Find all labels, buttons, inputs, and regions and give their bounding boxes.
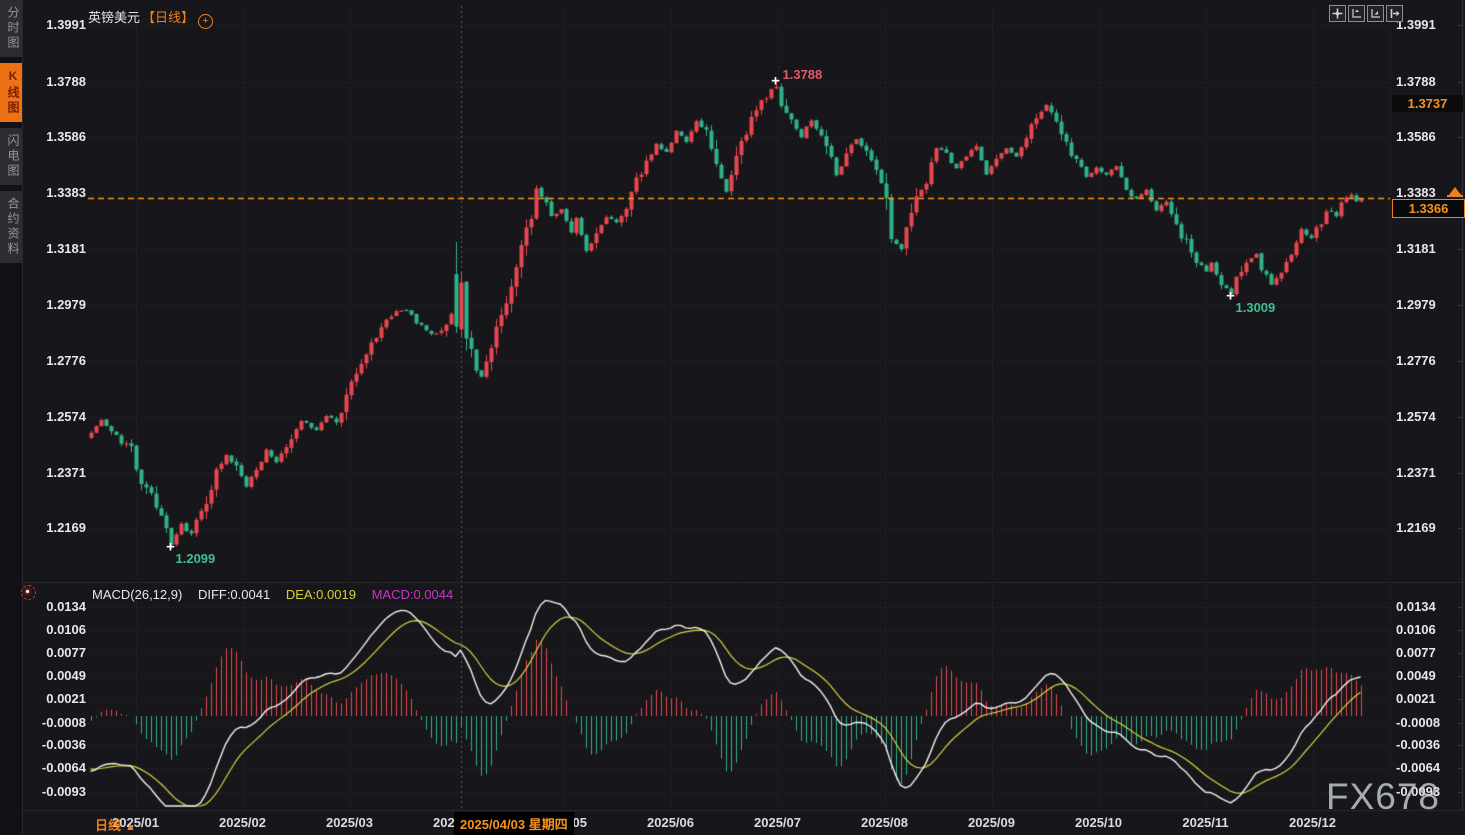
price-axis-label-right: 1.2169 xyxy=(1396,520,1436,535)
price-axis-label-right: 1.3181 xyxy=(1396,241,1436,256)
price-axis-label-left: 1.3181 xyxy=(46,241,86,256)
watermark: FX678 xyxy=(1326,776,1441,817)
month-label: 2025/10 xyxy=(1075,815,1122,830)
price-axis-label-left: 1.3991 xyxy=(46,17,86,32)
month-label: 2025/03 xyxy=(326,815,373,830)
high-low-cross-marker: + xyxy=(166,538,175,556)
pan-right-icon xyxy=(1390,9,1400,18)
period-arrow-icon: ▲ xyxy=(125,821,136,833)
sidebar-item-contract-info[interactable]: 合约资料 xyxy=(0,191,22,263)
macd-dea-value: DEA:0.0019 xyxy=(285,587,356,602)
indicator-alert-icon[interactable] xyxy=(21,585,36,600)
chart-toolbar xyxy=(1329,5,1403,22)
high-low-cross-marker: + xyxy=(1226,287,1235,305)
macd-axis-label-left: 0.0077 xyxy=(46,645,86,660)
move-tool-button[interactable] xyxy=(1329,5,1346,22)
macd-axis-label-right: 0.0106 xyxy=(1396,622,1436,637)
price-axis-label-right: 1.2776 xyxy=(1396,353,1436,368)
macd-axis-label-left: -0.0064 xyxy=(41,760,86,775)
alert-price-box: 1.3737 xyxy=(1392,95,1463,112)
add-indicator-icon[interactable]: + xyxy=(198,14,214,29)
macd-axis-label-left: 0.0021 xyxy=(46,691,86,706)
macd-indicator-name: MACD(26,12,9) xyxy=(92,587,183,602)
macd-axis-label-left: -0.0093 xyxy=(41,784,86,799)
macd-axis-label-right: -0.0008 xyxy=(1396,715,1441,730)
sidebar-item-kline-chart[interactable]: K线图 xyxy=(0,63,22,122)
chart-title: 英镑美元 【日线】 + xyxy=(88,7,214,29)
price-axis-label-right: 1.3788 xyxy=(1396,74,1436,89)
low-price-annotation: 1.3009 xyxy=(1235,299,1276,315)
price-axis-label-left: 1.2371 xyxy=(46,465,86,480)
macd-value: MACD:0.0044 xyxy=(371,587,454,602)
month-label: 2025/06 xyxy=(647,815,694,830)
scale-y-axis-icon xyxy=(1371,9,1380,18)
scale-x-axis-button[interactable] xyxy=(1348,5,1365,22)
period-tag: 【日线】 xyxy=(142,10,195,25)
price-axis-label-right: 1.2574 xyxy=(1396,409,1436,424)
price-marker-icon xyxy=(1447,187,1463,197)
month-label: 2025/07 xyxy=(754,815,801,830)
macd-axis-label-right: -0.0064 xyxy=(1396,760,1441,775)
macd-axis-label-left: 0.0049 xyxy=(46,668,86,683)
scale-y-axis-button[interactable] xyxy=(1367,5,1384,22)
macd-axis-label-left: -0.0008 xyxy=(41,715,86,730)
low-price-annotation: 1.2099 xyxy=(175,550,216,566)
macd-axis-label-left: 0.0134 xyxy=(46,599,86,614)
month-label: 2025/09 xyxy=(968,815,1015,830)
sidebar-item-time-chart[interactable]: 分时图 xyxy=(0,0,22,57)
high-low-cross-marker: + xyxy=(771,72,780,90)
month-label: 2025/11 xyxy=(1182,815,1229,830)
scale-x-axis-icon xyxy=(1352,9,1361,18)
price-axis-label-right: 1.3383 xyxy=(1396,185,1436,200)
macd-diff-value: DIFF:0.0041 xyxy=(197,587,271,602)
price-axis-label-left: 1.2169 xyxy=(46,520,86,535)
sidebar-item-lightning-chart[interactable]: 闪电图 xyxy=(0,128,22,185)
price-axis-label-right: 1.3586 xyxy=(1396,129,1436,144)
month-label: 2025/08 xyxy=(861,815,908,830)
price-axis-label-left: 1.2574 xyxy=(46,409,86,424)
macd-axis-label-right: -0.0093 xyxy=(1396,784,1441,799)
month-label: 2025/02 xyxy=(219,815,266,830)
current-price-box: 1.3366 xyxy=(1392,199,1465,218)
macd-axis-label-left: 0.0106 xyxy=(46,622,86,637)
price-axis-label-right: 1.2371 xyxy=(1396,465,1436,480)
macd-axis-label-right: 0.0021 xyxy=(1396,691,1436,706)
price-axis-label-left: 1.2979 xyxy=(46,297,86,312)
high-price-annotation: 1.3788 xyxy=(782,66,823,82)
month-label: 2025/01 xyxy=(112,815,159,830)
price-axis-label-left: 1.3383 xyxy=(46,185,86,200)
symbol-name: 英镑美元 xyxy=(88,10,141,25)
price-axis-label-left: 1.3788 xyxy=(46,74,86,89)
price-axis-label-left: 1.3586 xyxy=(46,129,86,144)
sidebar: 分时图 K线图 闪电图 合约资料 xyxy=(0,0,23,834)
macd-axis-label-left: -0.0036 xyxy=(41,737,86,752)
macd-axis-label-right: -0.0036 xyxy=(1396,737,1441,752)
price-axis-label-right: 1.2979 xyxy=(1396,297,1436,312)
price-axis-label-right: 1.3991 xyxy=(1396,17,1436,32)
move-tool-icon xyxy=(1332,8,1343,19)
crosshair-date-tooltip: 2025/04/03 星期四 xyxy=(454,812,574,835)
macd-axis-label-right: 0.0049 xyxy=(1396,668,1436,683)
macd-header: MACD(26,12,9) DIFF:0.0041 DEA:0.0019 MAC… xyxy=(92,587,465,602)
month-label: 2025/12 xyxy=(1289,815,1336,830)
pan-right-button[interactable] xyxy=(1386,5,1403,22)
price-axis-label-left: 1.2776 xyxy=(46,353,86,368)
macd-axis-label-right: 0.0134 xyxy=(1396,599,1436,614)
period-selector[interactable]: 日线 ▲ xyxy=(95,815,136,834)
macd-axis-label-right: 0.0077 xyxy=(1396,645,1436,660)
period-label: 日线 xyxy=(95,818,122,833)
